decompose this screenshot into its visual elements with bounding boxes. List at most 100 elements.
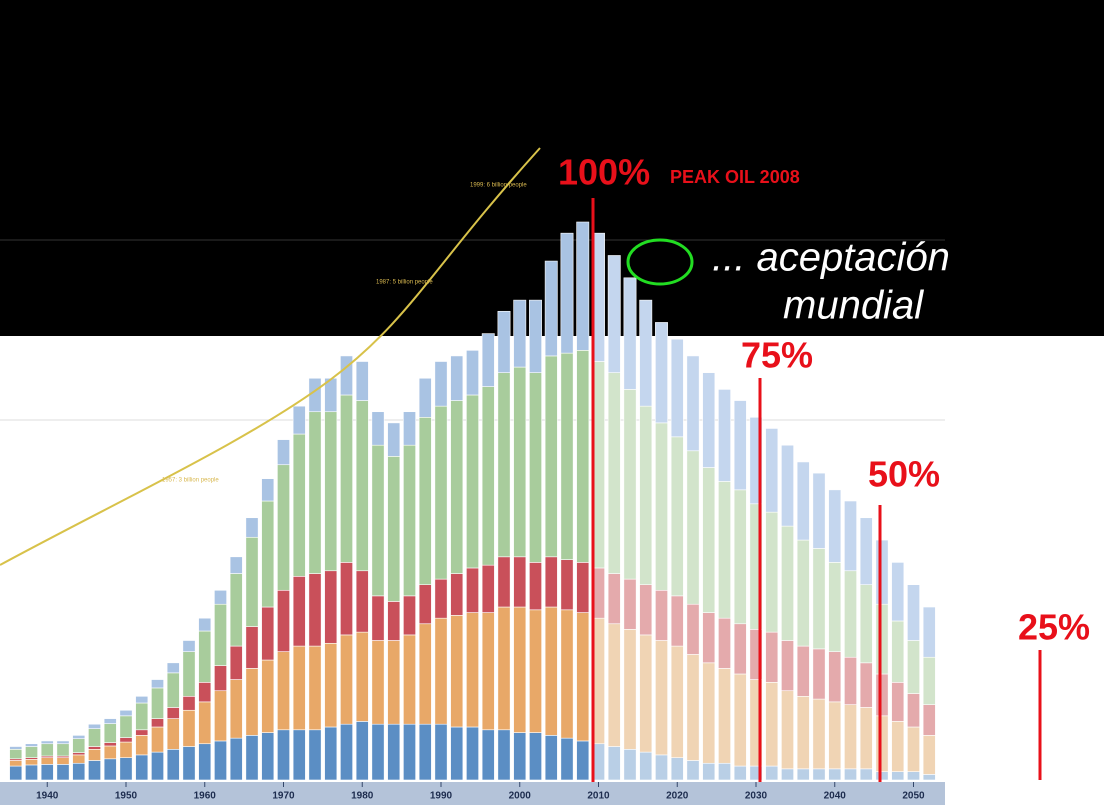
bar-segment: [891, 682, 905, 722]
bar-segment: [623, 749, 637, 781]
bar-segment: [718, 617, 731, 669]
bar-segment: [324, 642, 338, 728]
bar-segment: [198, 617, 212, 632]
bar-segment: [151, 718, 164, 728]
bar-segment: [340, 355, 353, 396]
bar-segment: [828, 768, 842, 781]
bar-segment: [450, 615, 464, 728]
bar-segment: [576, 562, 590, 613]
bar-segment: [214, 603, 227, 666]
bar-segment: [245, 626, 259, 669]
bar-segment: [198, 743, 212, 781]
bar-segment: [418, 623, 432, 725]
bar-segment: [135, 735, 149, 756]
bar-segment: [623, 389, 637, 580]
bar-segment: [481, 612, 495, 731]
bar-segment: [812, 698, 826, 770]
bar-segment: [214, 665, 227, 692]
bar-segment: [733, 673, 747, 767]
bar-segment: [922, 774, 936, 781]
bar-segment: [214, 740, 227, 781]
bar-segment: [623, 629, 637, 750]
bar-segment: [560, 352, 574, 560]
bar-segment: [277, 439, 290, 466]
bar-segment: [576, 612, 590, 742]
annotation: 75%: [741, 335, 813, 376]
bar-segment: [103, 742, 117, 747]
bar-segment: [434, 578, 448, 619]
bar-segment: [371, 411, 385, 446]
bar-segment: [544, 735, 558, 781]
bar-segment: [229, 573, 243, 647]
bar-segment: [497, 310, 511, 373]
x-tick-label: 2010: [587, 791, 610, 802]
x-tick-label: 1960: [194, 791, 217, 802]
bar-segment: [765, 511, 779, 633]
bar-segment: [781, 768, 794, 781]
bar-segment: [324, 570, 338, 644]
bar-segment: [135, 729, 149, 736]
bar-segment: [277, 589, 290, 652]
bar-segment: [292, 576, 306, 647]
bar-segment: [859, 584, 873, 664]
bar-segment: [135, 695, 149, 704]
bar-segment: [418, 584, 432, 625]
bar-segment: [828, 701, 842, 770]
bar-segment: [261, 500, 275, 608]
bar-segment: [166, 749, 180, 781]
bar-segment: [25, 759, 38, 766]
bar-segment: [607, 372, 621, 574]
bar-segment: [40, 740, 54, 745]
bar-segment: [434, 723, 448, 781]
bar-segment: [340, 723, 353, 781]
bar-segment: [387, 601, 401, 641]
bar-segment: [529, 732, 542, 781]
bar-segment: [765, 428, 779, 513]
bar-segment: [151, 679, 164, 689]
annotation: ... aceptación: [712, 236, 950, 280]
bar-segment: [434, 361, 448, 407]
bar-segment: [529, 562, 542, 611]
bar-segment: [513, 556, 527, 608]
bar-segment: [229, 556, 243, 574]
bar-segment: [9, 749, 23, 760]
bar-segment: [686, 760, 700, 781]
bar-segment: [560, 737, 574, 781]
bar-segment: [355, 361, 369, 401]
bar-segment: [135, 754, 149, 781]
bar-segment: [670, 338, 684, 438]
bar-segment: [434, 405, 448, 580]
bar-segment: [9, 746, 23, 750]
bar-segment: [245, 735, 259, 781]
bar-segment: [403, 634, 416, 725]
bar-segment: [214, 690, 227, 742]
bar-segment: [544, 556, 558, 608]
bar-segment: [434, 617, 448, 725]
bar-segment: [245, 517, 259, 538]
bar-segment: [733, 400, 747, 491]
bar-segment: [229, 645, 243, 680]
x-tick-label: 2040: [824, 791, 847, 802]
bar-segment: [292, 729, 306, 781]
x-axis-band: [0, 782, 945, 805]
bar-segment: [88, 749, 101, 761]
bar-segment: [466, 350, 479, 396]
bar-segment: [119, 741, 133, 758]
bar-segment: [812, 768, 826, 781]
bar-segment: [229, 679, 243, 739]
bar-segment: [151, 751, 164, 781]
bar-segment: [891, 721, 905, 772]
bar-segment: [151, 726, 164, 753]
bar-segment: [718, 668, 731, 764]
bar-segment: [481, 386, 495, 566]
bar-segment: [907, 640, 920, 694]
bar-segment: [607, 746, 621, 781]
x-tick-label: 2000: [509, 791, 532, 802]
bar-segment: [481, 333, 495, 387]
bar-segment: [907, 584, 920, 641]
bar-segment: [733, 489, 747, 625]
bar-segment: [513, 732, 527, 781]
bar-segment: [88, 723, 101, 729]
bar-segment: [670, 645, 684, 758]
bar-segment: [497, 606, 511, 731]
